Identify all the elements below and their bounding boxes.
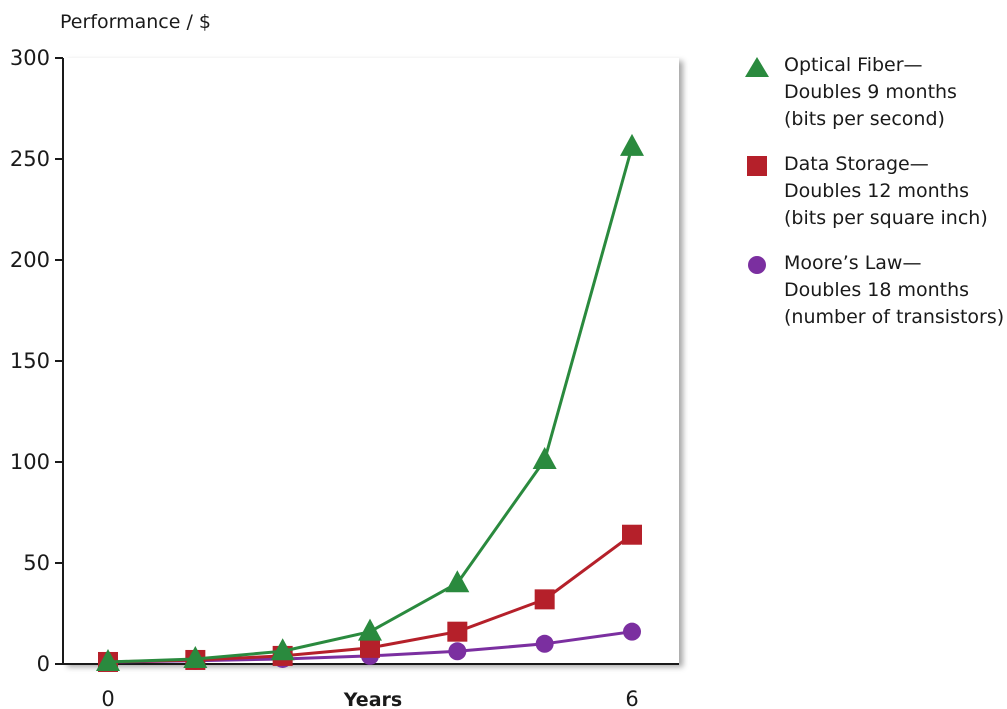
data-point-circle [623, 622, 641, 641]
data-point-triangle [183, 645, 208, 668]
legend-label: (bits per second) [784, 108, 945, 130]
y-tick-label: 200 [10, 248, 50, 272]
circle-marker-icon [748, 256, 766, 274]
data-point-triangle [532, 446, 557, 469]
data-point-square [622, 524, 642, 545]
y-tick-label: 150 [10, 349, 50, 373]
y-tick-label: 100 [10, 450, 50, 474]
x-tick-label: 6 [625, 687, 638, 709]
x-tick-label: 0 [101, 687, 114, 709]
legend-item-data-storage: Data Storage— Doubles 12 months (bits pe… [742, 151, 1007, 232]
series-group [96, 133, 644, 672]
legend-label: Doubles 9 months [784, 81, 957, 103]
data-point-triangle [358, 618, 382, 641]
legend-label: Data Storage— [784, 153, 929, 175]
square-marker-icon [747, 156, 767, 176]
legend-label: (bits per square inch) [784, 207, 988, 229]
data-point-circle [448, 642, 467, 661]
legend: Optical Fiber— Doubles 9 months (bits pe… [742, 52, 1007, 349]
y-axis-label: Performance / $ [60, 11, 211, 33]
legend-item-optical-fiber: Optical Fiber— Doubles 9 months (bits pe… [742, 52, 1007, 133]
legend-label: Doubles 18 months [784, 279, 970, 301]
plot-area [63, 58, 679, 664]
y-tick-label: 300 [10, 46, 50, 70]
y-tick-label: 0 [37, 652, 50, 676]
data-point-square [534, 589, 555, 610]
series-triangle [96, 133, 644, 671]
x-axis-label: Years [343, 689, 402, 709]
y-tick-label: 50 [23, 551, 50, 575]
legend-label: (number of transistors) [784, 306, 1005, 328]
data-point-triangle [445, 570, 470, 593]
triangle-marker-icon [745, 57, 769, 77]
legend-item-moores-law: Moore’s Law— Doubles 18 months (number o… [742, 250, 1007, 331]
data-point-square [360, 637, 380, 658]
y-tick-label: 250 [10, 147, 50, 171]
y-ticks: 0 50 100 150 200 250 300 [10, 46, 63, 676]
legend-label: Doubles 12 months [784, 180, 970, 202]
data-point-triangle [270, 638, 295, 661]
data-point-circle [535, 634, 554, 653]
data-point-triangle [620, 133, 644, 156]
legend-label: Moore’s Law— [784, 252, 922, 274]
legend-label: Optical Fiber— [784, 54, 923, 76]
data-point-square [447, 621, 468, 642]
data-point-triangle [96, 648, 120, 671]
